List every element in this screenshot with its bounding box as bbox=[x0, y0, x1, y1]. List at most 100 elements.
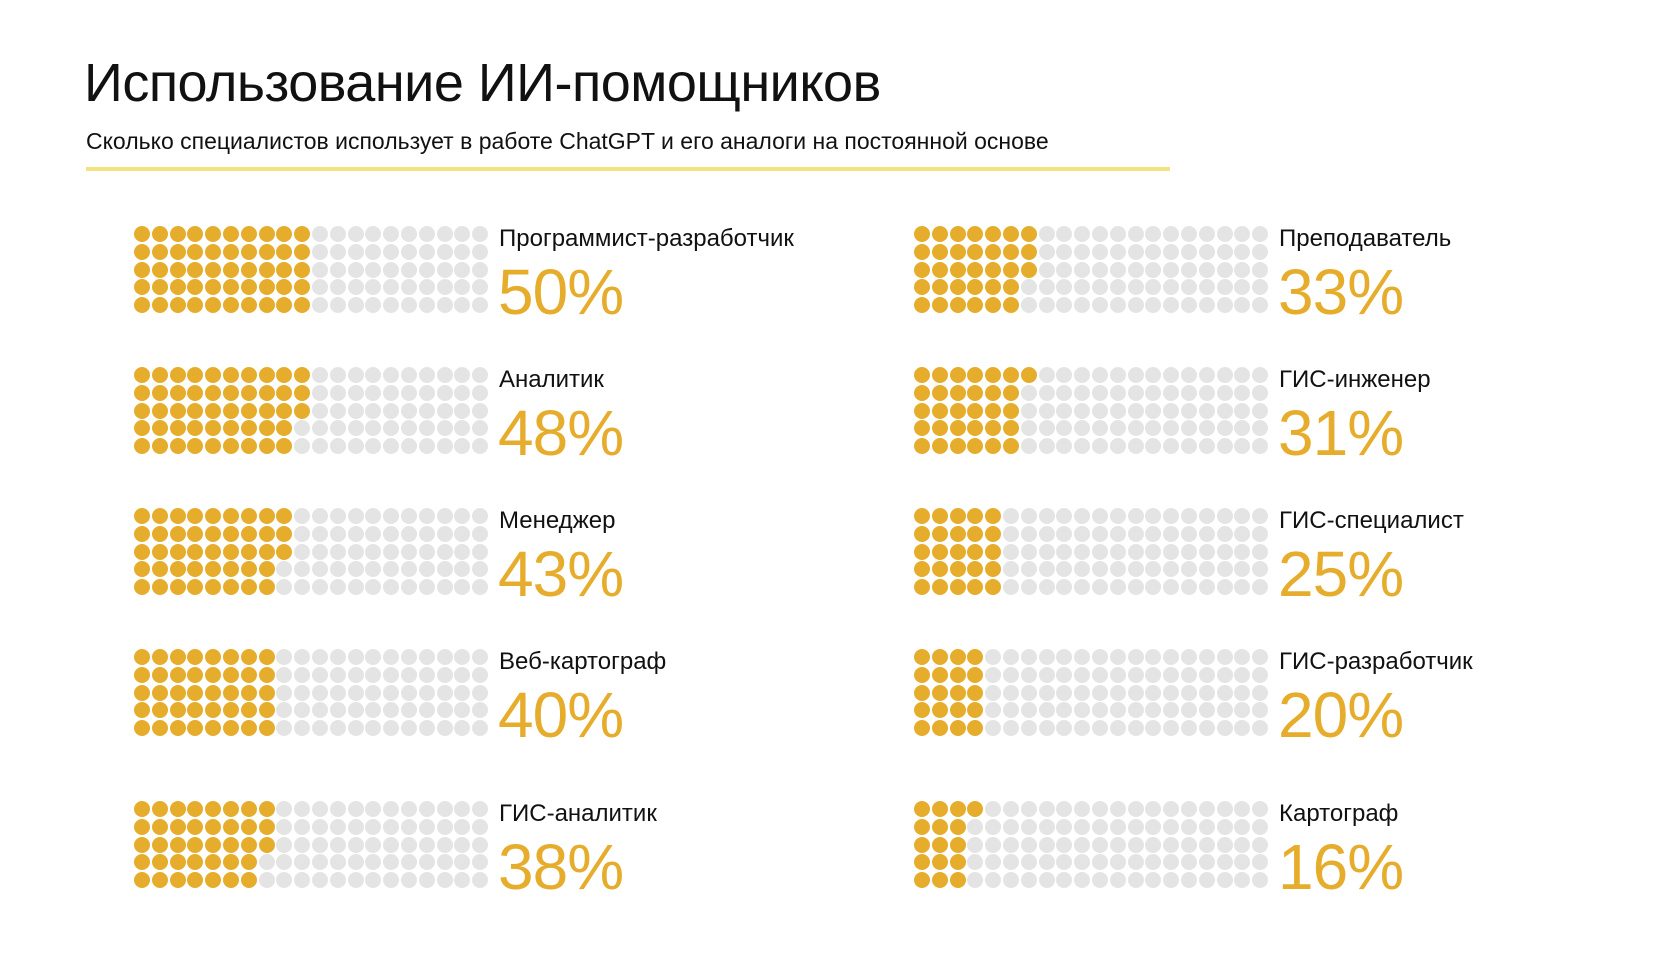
waffle-panel: Менеджер 43% bbox=[134, 507, 854, 618]
waffle-dot-filled bbox=[205, 402, 222, 419]
waffle-dot-filled bbox=[240, 818, 257, 835]
waffle-dot-filled bbox=[276, 367, 293, 383]
waffle-dot-filled bbox=[276, 543, 293, 560]
waffle-dot-empty bbox=[347, 872, 364, 889]
waffle-dot-filled bbox=[223, 384, 239, 401]
waffle-dot-empty bbox=[1056, 525, 1073, 542]
waffle-dot-empty bbox=[1181, 279, 1197, 296]
waffle-dot-empty bbox=[1038, 666, 1055, 683]
waffle-dot-empty bbox=[401, 561, 417, 578]
waffle-dot-empty bbox=[1056, 836, 1073, 853]
waffle-dot-filled bbox=[223, 872, 239, 889]
waffle-dot-filled bbox=[240, 854, 257, 871]
waffle-dot-empty bbox=[1181, 508, 1197, 524]
waffle-dot-empty bbox=[1109, 543, 1126, 560]
waffle-dot-empty bbox=[1181, 525, 1197, 542]
waffle-dot-filled bbox=[931, 801, 948, 817]
waffle-dot-empty bbox=[1056, 438, 1073, 455]
waffle-dot-empty bbox=[1198, 367, 1215, 383]
waffle-dot-empty bbox=[1198, 297, 1215, 314]
waffle-dot-filled bbox=[223, 367, 239, 383]
waffle-dot-empty bbox=[1252, 438, 1269, 455]
waffle-dot-filled bbox=[187, 684, 204, 701]
waffle-dot-empty bbox=[1074, 226, 1091, 242]
waffle-dot-empty bbox=[312, 872, 328, 889]
waffle-dot-empty bbox=[1181, 872, 1197, 889]
waffle-dot-empty bbox=[1216, 801, 1233, 817]
waffle-dot-empty bbox=[1163, 579, 1180, 596]
waffle-dot-empty bbox=[329, 801, 346, 817]
waffle-dot-empty bbox=[1145, 720, 1162, 737]
waffle-dot-empty bbox=[454, 666, 471, 683]
waffle-dot-filled bbox=[1003, 226, 1019, 242]
waffle-dot-filled bbox=[294, 297, 311, 314]
waffle-dot-empty bbox=[1109, 279, 1126, 296]
waffle-dot-empty bbox=[1109, 525, 1126, 542]
waffle-dot-filled bbox=[151, 684, 168, 701]
waffle-dot-filled bbox=[949, 261, 966, 278]
waffle-dot-filled bbox=[985, 243, 1002, 260]
waffle-dot-filled bbox=[914, 438, 930, 455]
waffle-dot-empty bbox=[1163, 720, 1180, 737]
waffle-dot-empty bbox=[472, 243, 489, 260]
waffle-dot-empty bbox=[1216, 438, 1233, 455]
waffle-dot-empty bbox=[436, 543, 453, 560]
waffle-dot-empty bbox=[436, 367, 453, 383]
waffle-dot-empty bbox=[436, 801, 453, 817]
waffle-dot-filled bbox=[914, 561, 930, 578]
waffle-dot-empty bbox=[1234, 525, 1251, 542]
waffle-panel: Программист-разработчик 50% bbox=[134, 225, 854, 336]
waffle-dot-empty bbox=[347, 684, 364, 701]
waffle-dot-empty bbox=[1092, 261, 1108, 278]
waffle-dot-empty bbox=[1145, 872, 1162, 889]
waffle-dot-empty bbox=[1038, 579, 1055, 596]
waffle-dot-empty bbox=[1092, 854, 1108, 871]
waffle-dot-empty bbox=[365, 561, 382, 578]
waffle-dot-empty bbox=[418, 872, 435, 889]
waffle-dot-empty bbox=[1109, 720, 1126, 737]
waffle-dot-empty bbox=[1163, 854, 1180, 871]
waffle-panel: ГИС-специалист 25% bbox=[914, 507, 1634, 618]
waffle-dot-empty bbox=[1252, 720, 1269, 737]
waffle-dot-filled bbox=[205, 684, 222, 701]
waffle-dot-empty bbox=[472, 226, 489, 242]
waffle-dot-empty bbox=[1127, 854, 1144, 871]
waffle-dot-filled bbox=[169, 508, 186, 524]
waffle-dot-filled bbox=[134, 666, 150, 683]
waffle-dot-filled bbox=[240, 872, 257, 889]
waffle-dot-filled bbox=[169, 226, 186, 242]
waffle-dot-filled bbox=[1020, 367, 1037, 383]
waffle-dot-empty bbox=[985, 702, 1002, 719]
waffle-dot-empty bbox=[1252, 525, 1269, 542]
waffle-dot-filled bbox=[985, 579, 1002, 596]
waffle-dot-empty bbox=[1252, 261, 1269, 278]
waffle-dot-filled bbox=[187, 720, 204, 737]
waffle-dot-filled bbox=[949, 508, 966, 524]
waffle-dot-filled bbox=[240, 836, 257, 853]
waffle-dot-filled bbox=[931, 818, 948, 835]
waffle-dot-empty bbox=[1092, 367, 1108, 383]
waffle-grid bbox=[914, 508, 1274, 604]
waffle-dot-empty bbox=[436, 226, 453, 242]
waffle-dot-empty bbox=[1056, 508, 1073, 524]
waffle-dot-empty bbox=[1216, 261, 1233, 278]
waffle-dot-empty bbox=[1234, 702, 1251, 719]
waffle-dot-empty bbox=[312, 801, 328, 817]
waffle-dot-filled bbox=[187, 666, 204, 683]
waffle-dot-filled bbox=[151, 367, 168, 383]
waffle-dot-filled bbox=[967, 438, 984, 455]
waffle-grid bbox=[134, 801, 494, 897]
waffle-dot-empty bbox=[347, 243, 364, 260]
waffle-dot-filled bbox=[931, 402, 948, 419]
waffle-dot-empty bbox=[1252, 226, 1269, 242]
waffle-dot-empty bbox=[985, 854, 1002, 871]
waffle-dot-filled bbox=[151, 243, 168, 260]
waffle-dot-empty bbox=[312, 297, 328, 314]
waffle-dot-filled bbox=[240, 543, 257, 560]
waffle-dot-filled bbox=[187, 279, 204, 296]
waffle-dot-filled bbox=[914, 279, 930, 296]
waffle-dot-empty bbox=[401, 243, 417, 260]
waffle-dot-filled bbox=[985, 508, 1002, 524]
waffle-dot-empty bbox=[1020, 525, 1037, 542]
waffle-dot-empty bbox=[985, 720, 1002, 737]
